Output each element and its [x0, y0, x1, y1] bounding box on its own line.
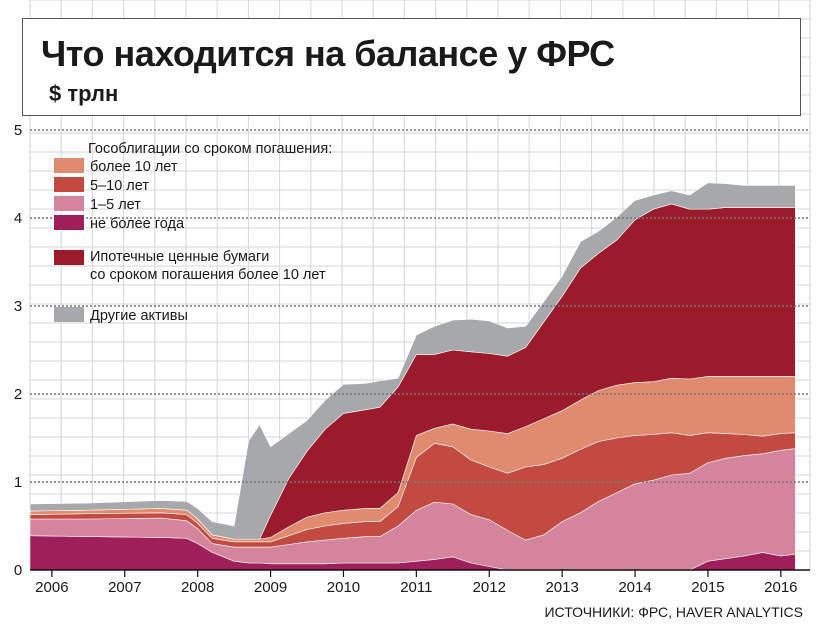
legend-swatch [54, 307, 84, 322]
x-tick-label: 2013 [545, 579, 578, 596]
area-series-5 [29, 182, 796, 540]
axes: 0 1 2 3 4 5 2006 2007 2008 2009 2010 2011 2012 2013 20… [14, 122, 810, 596]
stacked-areas [29, 182, 796, 571]
y-tick-label: 5 [14, 122, 22, 139]
y-tick-label: 2 [14, 386, 22, 403]
x-tick-label: 2011 [400, 579, 432, 596]
legend-label: 1–5 лет [90, 197, 141, 213]
x-tick-label: 2012 [473, 579, 506, 596]
x-tick-label: 2006 [35, 579, 68, 596]
legend-label: Ипотечные ценные бумаги [90, 249, 269, 265]
legend-swatch [54, 215, 84, 230]
legend-swatch [54, 177, 84, 192]
x-tick-label: 2015 [691, 579, 724, 596]
y-tick-label: 4 [14, 210, 22, 227]
y-tick-label: 0 [14, 562, 22, 579]
legend-label: не более года [90, 216, 185, 232]
x-tick-label: 2014 [618, 579, 651, 596]
y-tick-label: 3 [14, 298, 22, 315]
title-box: Что находится на балансе у ФРС $ трлн [22, 18, 801, 116]
legend: Гособлигации со сроком погашения: более 1… [54, 141, 332, 324]
legend-label: Гособлигации со сроком погашения: [88, 141, 332, 157]
legend-label: со сроком погашения более 10 лет [90, 267, 326, 283]
legend-label: более 10 лет [90, 159, 178, 175]
legend-label: 5–10 лет [90, 178, 149, 194]
legend-swatch [54, 250, 84, 265]
y-tick-label: 1 [14, 474, 22, 491]
unit-label: $ трлн [49, 81, 119, 106]
x-tick-label: 2010 [327, 579, 360, 596]
legend-swatch [54, 196, 84, 211]
legend-label: Другие активы [90, 308, 188, 324]
x-tick-label: 2008 [181, 579, 214, 596]
x-tick-label: 2009 [254, 579, 287, 596]
horizontal-gridlines [30, 129, 810, 483]
x-tick-label: 2007 [108, 579, 141, 596]
chart-title: Что находится на балансе у ФРС [41, 33, 615, 74]
legend-swatch [54, 158, 84, 173]
source-note: ИСТОЧНИКИ: ФРС, HAVER ANALYTICS [544, 604, 803, 620]
x-tick-label: 2016 [764, 579, 797, 596]
